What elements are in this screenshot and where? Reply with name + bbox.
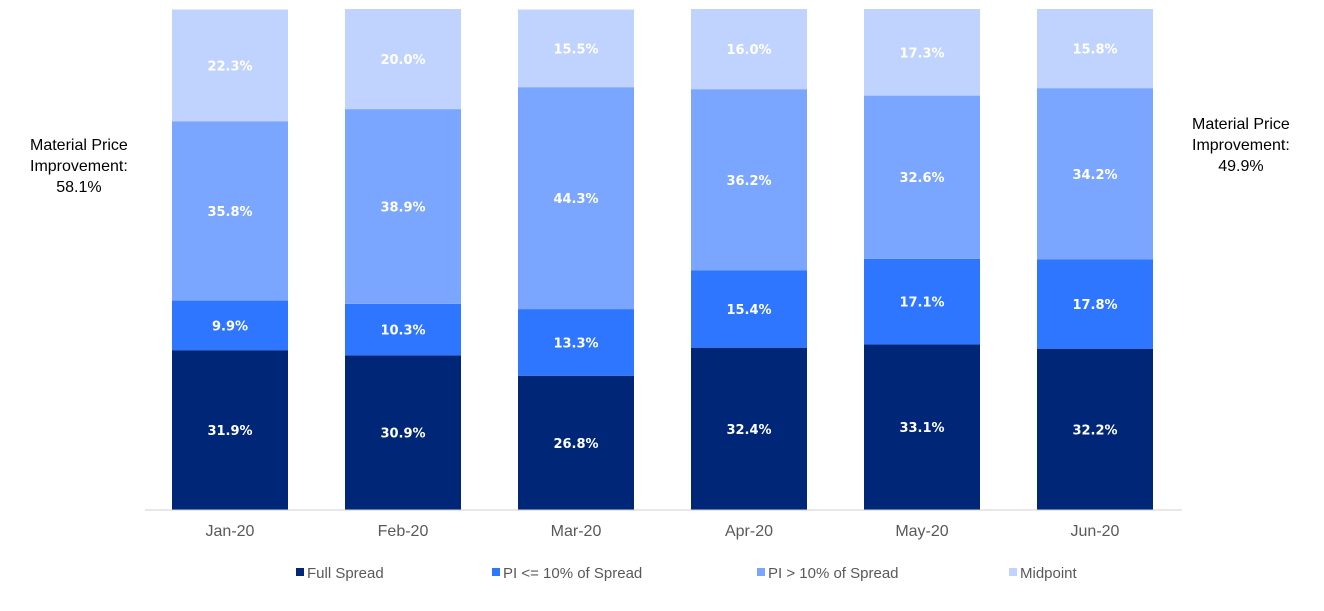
data-label: 34.2% [1072, 168, 1117, 183]
data-label: 15.5% [553, 42, 598, 57]
bars-group: 31.9% 9.9% 35.8% 22.3% 30.9% 10.3% 38.9% 20.0% 2… [172, 9, 1153, 510]
annotation-right-line-2: Improvement: [1192, 137, 1290, 154]
x-tick-label: Feb-20 [378, 523, 429, 540]
legend-label: PI > 10% of Spread [768, 565, 899, 582]
bar-segment [691, 270, 807, 348]
bar-segment [172, 300, 288, 351]
data-label: 16.0% [726, 43, 771, 58]
data-label: 32.2% [1072, 423, 1117, 438]
bar-segment [1037, 9, 1153, 89]
bar-segment [691, 89, 807, 271]
bar-segment [172, 9, 288, 122]
data-label: 13.3% [553, 336, 598, 351]
bar-segment [1037, 348, 1153, 510]
data-label: 15.4% [726, 303, 771, 318]
bar-segment [518, 87, 634, 310]
bar-segment [345, 355, 461, 510]
x-tick-label: Jan-20 [206, 523, 255, 540]
data-label: 15.8% [1072, 43, 1117, 58]
data-label: 35.8% [207, 205, 252, 220]
data-label: 32.6% [899, 171, 944, 186]
legend-swatch [1009, 568, 1017, 576]
data-label: 17.1% [899, 296, 944, 311]
legend-label: Midpoint [1020, 565, 1078, 582]
legend-label: PI <= 10% of Spread [503, 565, 642, 582]
bar-segment [864, 9, 980, 96]
data-label: 36.2% [726, 174, 771, 189]
annotation-left: Material Price Improvement: 58.1% [30, 135, 128, 198]
legend: Full Spread PI <= 10% of Spread PI > 10% o… [296, 565, 1078, 582]
legend-swatch [296, 568, 304, 576]
legend-swatch [492, 568, 500, 576]
data-label: 20.0% [380, 53, 425, 68]
x-axis-ticks: Jan-20 Feb-20 Mar-20 Apr-20 May-20 Jun-20 [206, 523, 1120, 540]
data-label: 33.1% [899, 421, 944, 436]
x-tick-label: May-20 [895, 523, 948, 540]
data-label: 30.9% [380, 427, 425, 442]
bar-segment [691, 347, 807, 510]
data-label: 17.8% [1072, 298, 1117, 313]
bar-segment [345, 303, 461, 356]
x-tick-label: Mar-20 [551, 523, 602, 540]
data-label: 9.9% [212, 319, 248, 334]
legend-swatch [757, 568, 765, 576]
bar-segment [691, 9, 807, 90]
x-tick-label: Apr-20 [725, 523, 773, 540]
data-label: 26.8% [553, 437, 598, 452]
bar-segment [864, 344, 980, 510]
data-label: 10.3% [380, 324, 425, 339]
annotation-right-line-3: 49.9% [1218, 158, 1264, 175]
x-tick-label: Jun-20 [1071, 523, 1120, 540]
data-label: 31.9% [207, 424, 252, 439]
annotation-left-line-1: Material Price [30, 137, 128, 154]
bar-segment [518, 309, 634, 376]
data-label: 44.3% [553, 192, 598, 207]
bar-segment [172, 350, 288, 510]
bar-segment [345, 109, 461, 304]
data-label: 22.3% [207, 59, 252, 74]
bar-segment [518, 375, 634, 510]
bar-segment [518, 9, 634, 88]
bar-segment [1037, 259, 1153, 349]
data-label: 38.9% [380, 200, 425, 215]
bar-segment [864, 258, 980, 345]
legend-label: Full Spread [307, 565, 384, 582]
annotation-right: Material Price Improvement: 49.9% [1192, 114, 1290, 177]
data-label: 32.4% [726, 423, 771, 438]
bar-segment [864, 95, 980, 259]
annotation-left-line-2: Improvement: [30, 158, 128, 175]
data-label: 17.3% [899, 46, 944, 61]
bar-segment [172, 121, 288, 301]
bar-segment [345, 9, 461, 110]
annotation-left-line-3: 58.1% [56, 179, 102, 196]
bar-segment [1037, 88, 1153, 260]
annotation-right-line-1: Material Price [1192, 116, 1290, 133]
